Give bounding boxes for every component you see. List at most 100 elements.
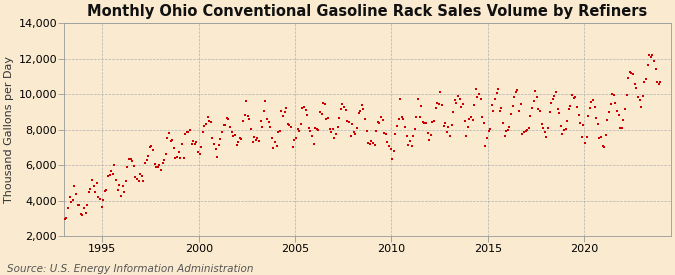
Point xyxy=(528,99,539,103)
Point xyxy=(242,114,253,118)
Point xyxy=(154,163,165,167)
Point xyxy=(487,103,497,107)
Point xyxy=(424,138,435,142)
Point xyxy=(375,115,386,119)
Point xyxy=(133,179,144,183)
Point xyxy=(340,107,351,112)
Point xyxy=(302,112,313,117)
Point xyxy=(169,146,180,150)
Point xyxy=(269,140,280,145)
Point xyxy=(392,123,402,128)
Point xyxy=(475,97,486,101)
Point xyxy=(221,116,232,120)
Point xyxy=(403,143,414,147)
Point xyxy=(504,125,515,129)
Point xyxy=(497,121,508,126)
Point xyxy=(230,132,240,137)
Point xyxy=(451,101,462,105)
Title: Monthly Ohio Conventional Gasoline Rack Sales Volume by Refiners: Monthly Ohio Conventional Gasoline Rack … xyxy=(87,4,647,19)
Point xyxy=(163,131,174,135)
Point xyxy=(653,81,664,86)
Point xyxy=(650,67,661,72)
Point xyxy=(388,148,399,153)
Point xyxy=(517,132,528,136)
Point xyxy=(186,142,197,147)
Point xyxy=(61,216,72,220)
Point xyxy=(435,89,446,94)
Point xyxy=(76,212,86,216)
Point xyxy=(581,135,592,139)
Point xyxy=(414,115,425,119)
Point xyxy=(84,190,95,194)
Point xyxy=(483,129,494,133)
Point xyxy=(565,104,576,108)
Point xyxy=(585,106,595,111)
Point xyxy=(141,158,152,162)
Point xyxy=(509,95,520,99)
Point xyxy=(605,102,616,106)
Point xyxy=(238,119,248,123)
Point xyxy=(647,53,657,57)
Point xyxy=(587,98,598,103)
Point xyxy=(597,144,608,148)
Point xyxy=(290,136,301,140)
Point xyxy=(485,127,495,131)
Point xyxy=(93,194,104,199)
Point xyxy=(468,103,479,107)
Point xyxy=(334,116,345,120)
Point xyxy=(250,138,261,143)
Point xyxy=(632,95,643,100)
Point xyxy=(231,143,242,147)
Point xyxy=(352,126,362,130)
Point xyxy=(124,156,134,161)
Point xyxy=(180,132,190,136)
Point xyxy=(591,116,601,121)
Point xyxy=(148,148,159,152)
Point xyxy=(531,94,542,99)
Point xyxy=(368,141,379,145)
Point xyxy=(543,126,554,130)
Point xyxy=(271,144,282,148)
Point xyxy=(371,128,381,133)
Point xyxy=(459,118,470,123)
Point xyxy=(288,145,298,150)
Point xyxy=(171,155,182,160)
Point xyxy=(641,77,651,81)
Point xyxy=(90,190,101,194)
Point xyxy=(377,118,388,122)
Point xyxy=(277,114,288,119)
Point xyxy=(323,116,333,120)
Point xyxy=(109,163,120,167)
Point xyxy=(353,111,364,115)
Point xyxy=(306,134,317,139)
Point xyxy=(95,197,105,201)
Point xyxy=(348,130,359,134)
Point xyxy=(488,108,499,113)
Point xyxy=(612,108,622,113)
Point xyxy=(417,120,428,124)
Point xyxy=(202,114,213,119)
Point xyxy=(196,145,207,149)
Point xyxy=(510,89,521,94)
Point xyxy=(535,109,545,113)
Point xyxy=(80,211,91,216)
Point xyxy=(412,97,423,101)
Point xyxy=(178,156,189,160)
Point xyxy=(256,125,267,129)
Point xyxy=(461,134,472,138)
Point xyxy=(494,109,505,113)
Point xyxy=(128,164,139,168)
Point xyxy=(551,90,562,95)
Point xyxy=(331,132,342,136)
Point xyxy=(59,217,70,222)
Point xyxy=(315,110,325,114)
Point xyxy=(300,107,311,112)
Point xyxy=(381,132,392,136)
Point xyxy=(538,126,549,131)
Point xyxy=(233,140,244,144)
Point xyxy=(226,129,237,134)
Point xyxy=(292,127,303,131)
Point xyxy=(170,156,181,161)
Y-axis label: Thousand Gallons per Day: Thousand Gallons per Day xyxy=(4,56,14,203)
Point xyxy=(645,54,656,59)
